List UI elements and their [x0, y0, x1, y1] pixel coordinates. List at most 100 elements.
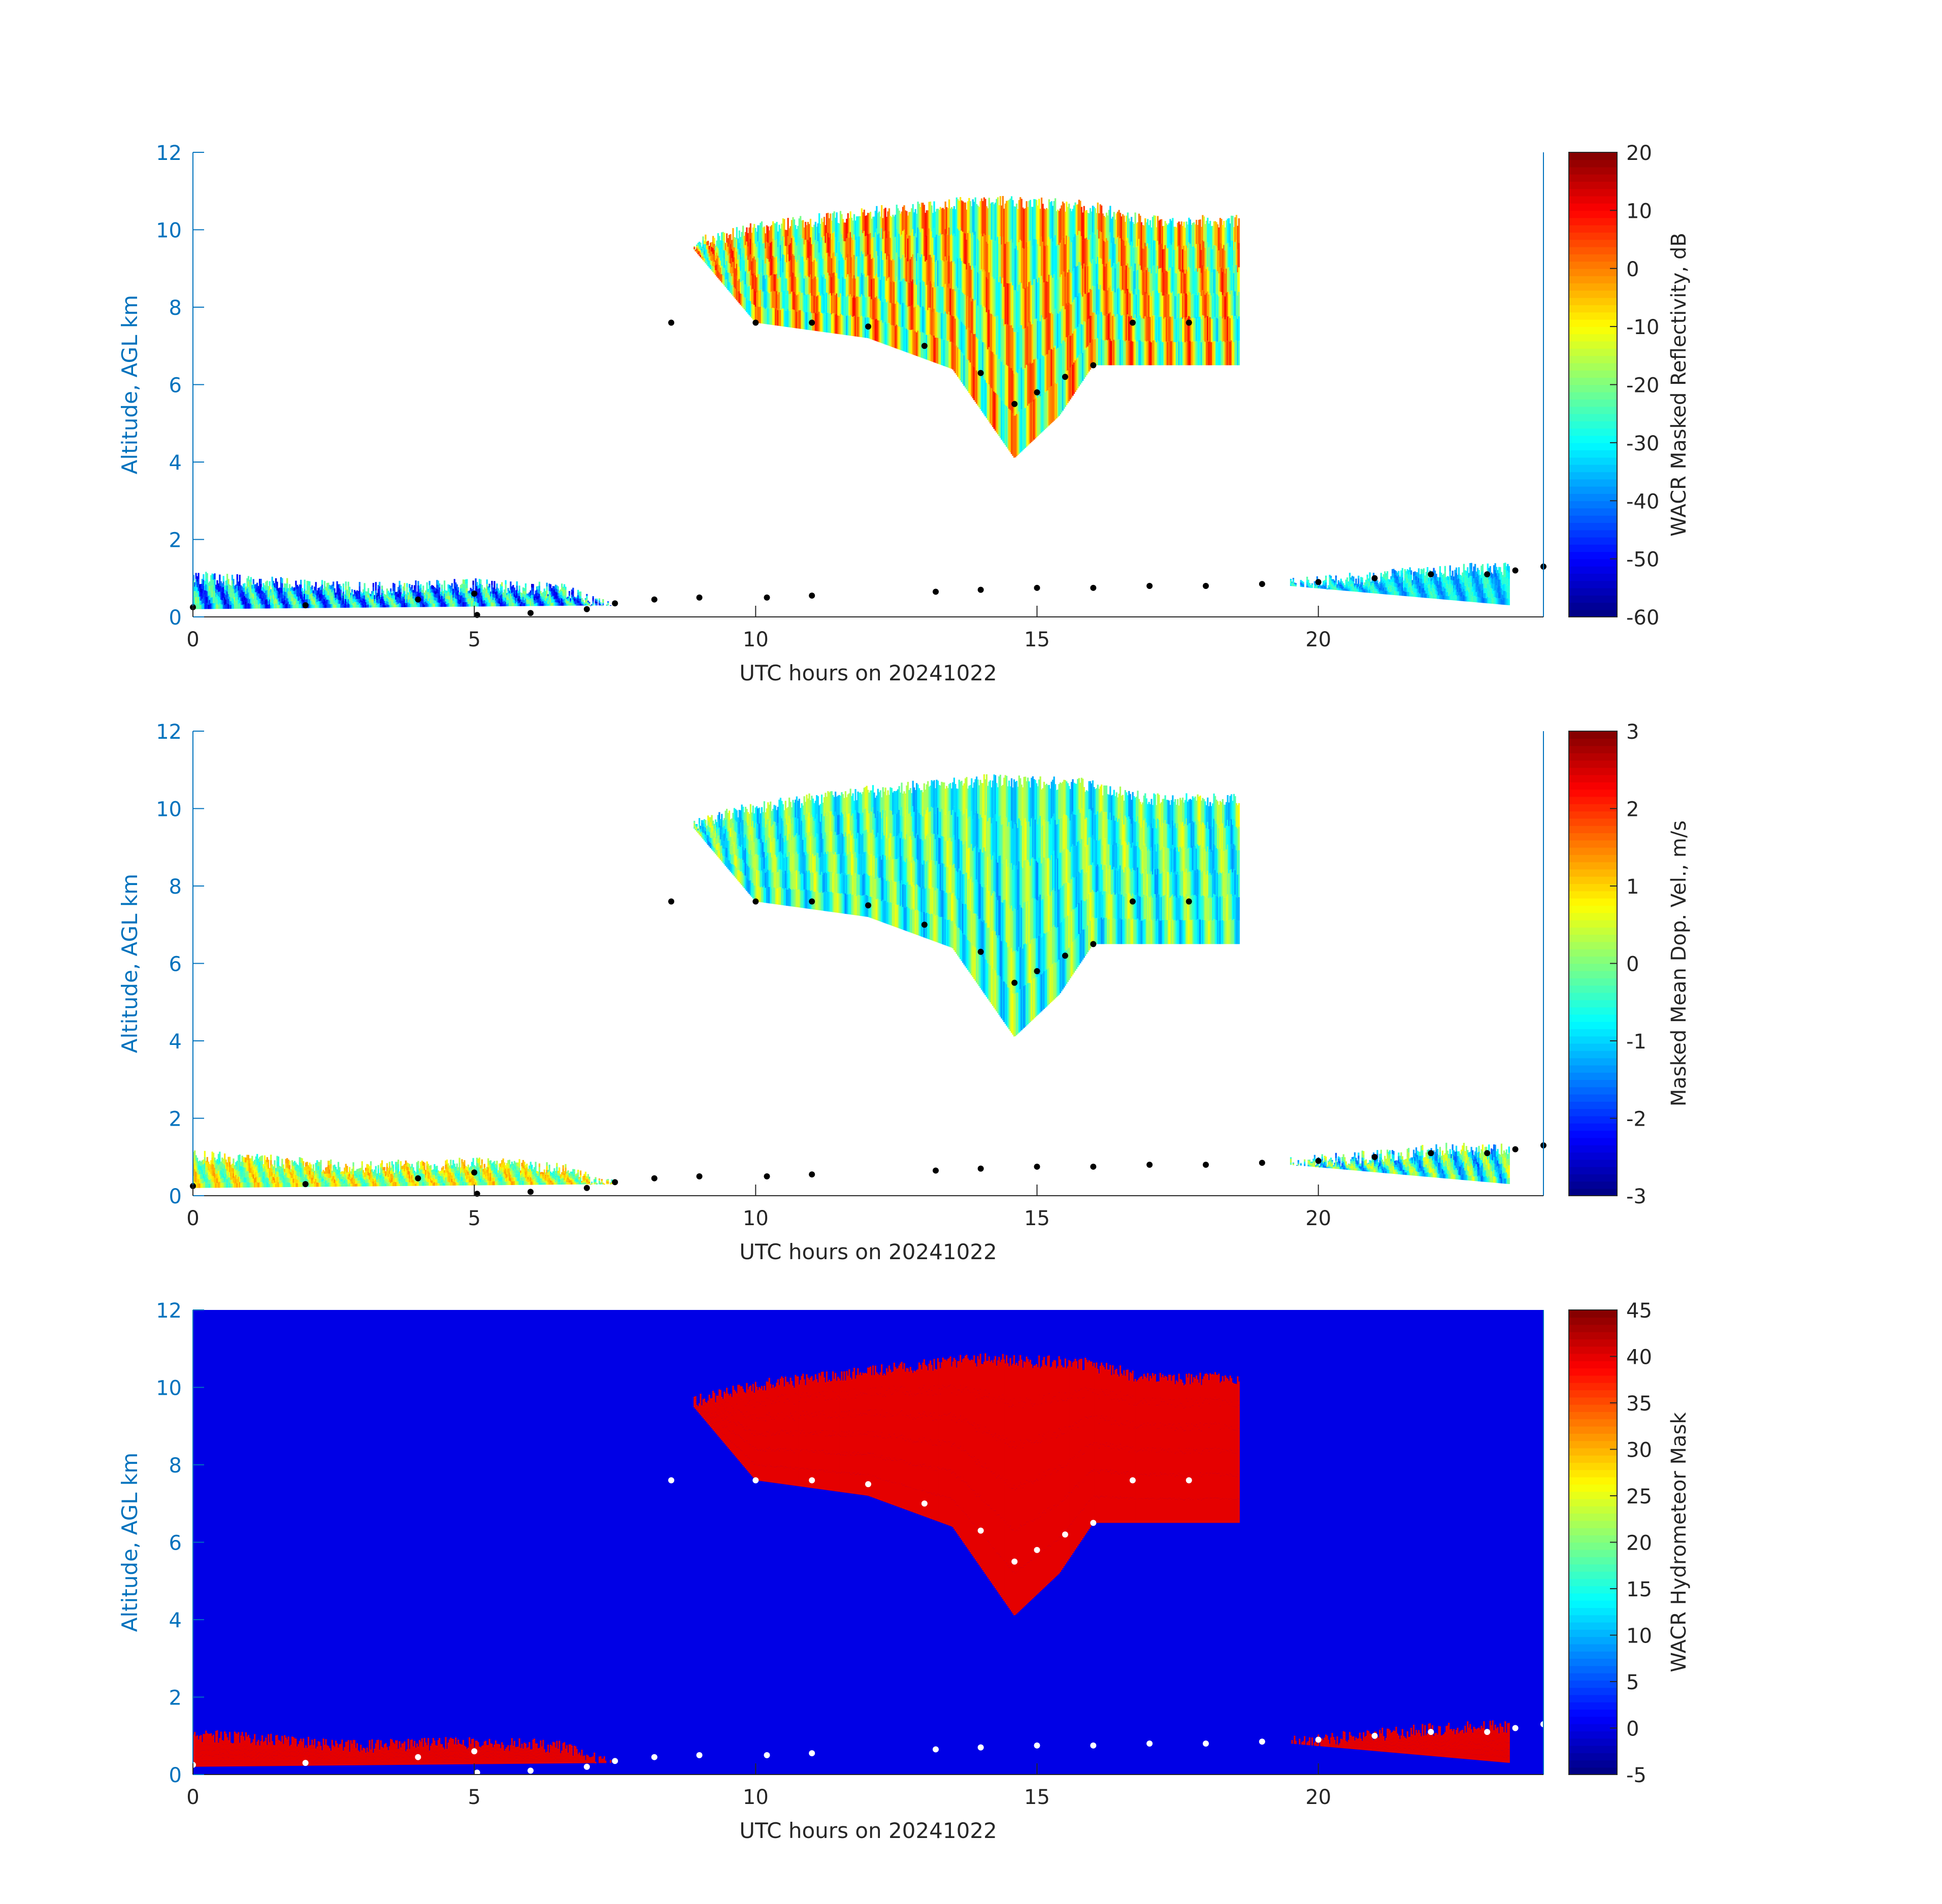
cloud-cell	[771, 308, 773, 325]
cloud-cell	[768, 309, 770, 325]
cloud-cell	[858, 297, 861, 317]
cloud-cell	[812, 227, 814, 245]
cloud-cell	[758, 274, 761, 291]
cloud-cell	[770, 243, 772, 259]
cloud-cell	[836, 273, 838, 293]
cloud-cell	[828, 256, 830, 276]
cloud-cell	[749, 285, 751, 302]
cloud-cell	[718, 236, 720, 243]
cloud-cell	[830, 253, 832, 274]
cloud-cell	[754, 244, 756, 260]
cloud-cell	[493, 585, 496, 590]
cloud-cell	[1346, 577, 1348, 580]
cloud-cell	[801, 275, 803, 293]
cloud-cell	[823, 274, 826, 294]
cloud-cell	[260, 579, 262, 584]
cloud-cell	[707, 249, 709, 254]
cloud-cell	[757, 290, 759, 307]
cloud-cell	[717, 233, 719, 241]
cloud-cell	[838, 297, 840, 316]
cloud-cell	[803, 261, 805, 279]
cloud-cell	[862, 212, 864, 234]
cloud-cell	[781, 241, 783, 258]
cloud-cell	[1302, 582, 1304, 584]
cloud-cell	[782, 218, 784, 237]
cloud-cell	[588, 603, 590, 604]
cloud-cell	[516, 585, 518, 590]
cloud-cell	[777, 310, 779, 326]
cloud-cell	[855, 216, 858, 237]
cloud-cell	[740, 259, 742, 271]
cloud-cell	[705, 258, 707, 264]
cloud-cell	[756, 247, 758, 262]
cloud-cell	[311, 585, 313, 589]
cloud-cell	[701, 250, 703, 253]
cloud-cell	[717, 270, 719, 278]
cloud-cell	[742, 267, 744, 281]
cloud-cell	[850, 217, 853, 238]
cloud-cell	[787, 309, 789, 327]
cloud-cell	[858, 276, 861, 297]
cloud-cell	[1311, 583, 1313, 584]
cloud-cell	[837, 222, 839, 242]
cloud-cell	[879, 321, 881, 343]
cloud-cell	[505, 584, 507, 589]
cloud-cell	[784, 310, 786, 327]
cloud-cell	[1302, 583, 1304, 585]
cloud-cell	[732, 228, 734, 240]
cloud-cell	[697, 248, 699, 251]
cloud-cell	[722, 249, 724, 258]
cloud-cell	[795, 276, 797, 294]
cloud-cell	[743, 236, 745, 248]
cloud-cell	[746, 241, 748, 256]
cloud-cell	[878, 320, 880, 342]
cloud-cell	[848, 238, 850, 257]
cloud-cell	[694, 247, 696, 248]
cloud-cell	[488, 583, 490, 588]
cloud-cell	[772, 255, 774, 274]
cloud-cell	[757, 225, 759, 242]
cloud-cell	[806, 260, 808, 278]
cloud-cell	[876, 296, 878, 319]
cloud-cell	[778, 241, 780, 259]
cloud-cell	[827, 213, 829, 233]
cloud-cell	[730, 253, 732, 264]
cloud-cell	[252, 579, 254, 584]
cloud-cell	[820, 275, 823, 294]
cloud-cell	[823, 236, 826, 255]
cloud-cell	[727, 238, 729, 247]
cloud-cell	[705, 253, 707, 259]
cloud-cell	[723, 259, 726, 268]
cloud-cell	[518, 585, 520, 589]
cloud-cell	[602, 600, 604, 602]
cloud-cell	[747, 259, 749, 274]
cloud-cell	[852, 316, 854, 336]
cloud-cell	[763, 291, 766, 308]
cloud-cell	[844, 241, 846, 260]
cloud-cell	[760, 289, 762, 307]
cloud-cell	[854, 220, 857, 240]
cloud-cell	[868, 213, 870, 234]
cloud-cell	[863, 316, 865, 338]
cloud-cell	[836, 293, 838, 314]
cloud-cell	[379, 586, 381, 590]
cloud-cell	[557, 586, 559, 590]
cloud-cell	[808, 224, 810, 242]
cloud-cell	[696, 247, 698, 249]
cloud-cell	[791, 220, 793, 238]
cloud-cell	[404, 583, 406, 587]
cloud-cell	[779, 261, 782, 278]
cloud-cell	[516, 581, 518, 586]
cloud-cell	[796, 312, 798, 329]
cloud-cell	[832, 273, 834, 293]
cloud-cell	[811, 296, 813, 313]
cloud-cell	[1369, 572, 1371, 576]
cloud-cell	[788, 311, 791, 327]
cloud-cell	[700, 242, 702, 245]
cloud-cell	[501, 586, 503, 590]
cloud-cell	[869, 254, 872, 276]
cloud-cell	[814, 221, 816, 240]
cloud-cell	[800, 253, 802, 273]
cloud-cell	[758, 290, 761, 307]
